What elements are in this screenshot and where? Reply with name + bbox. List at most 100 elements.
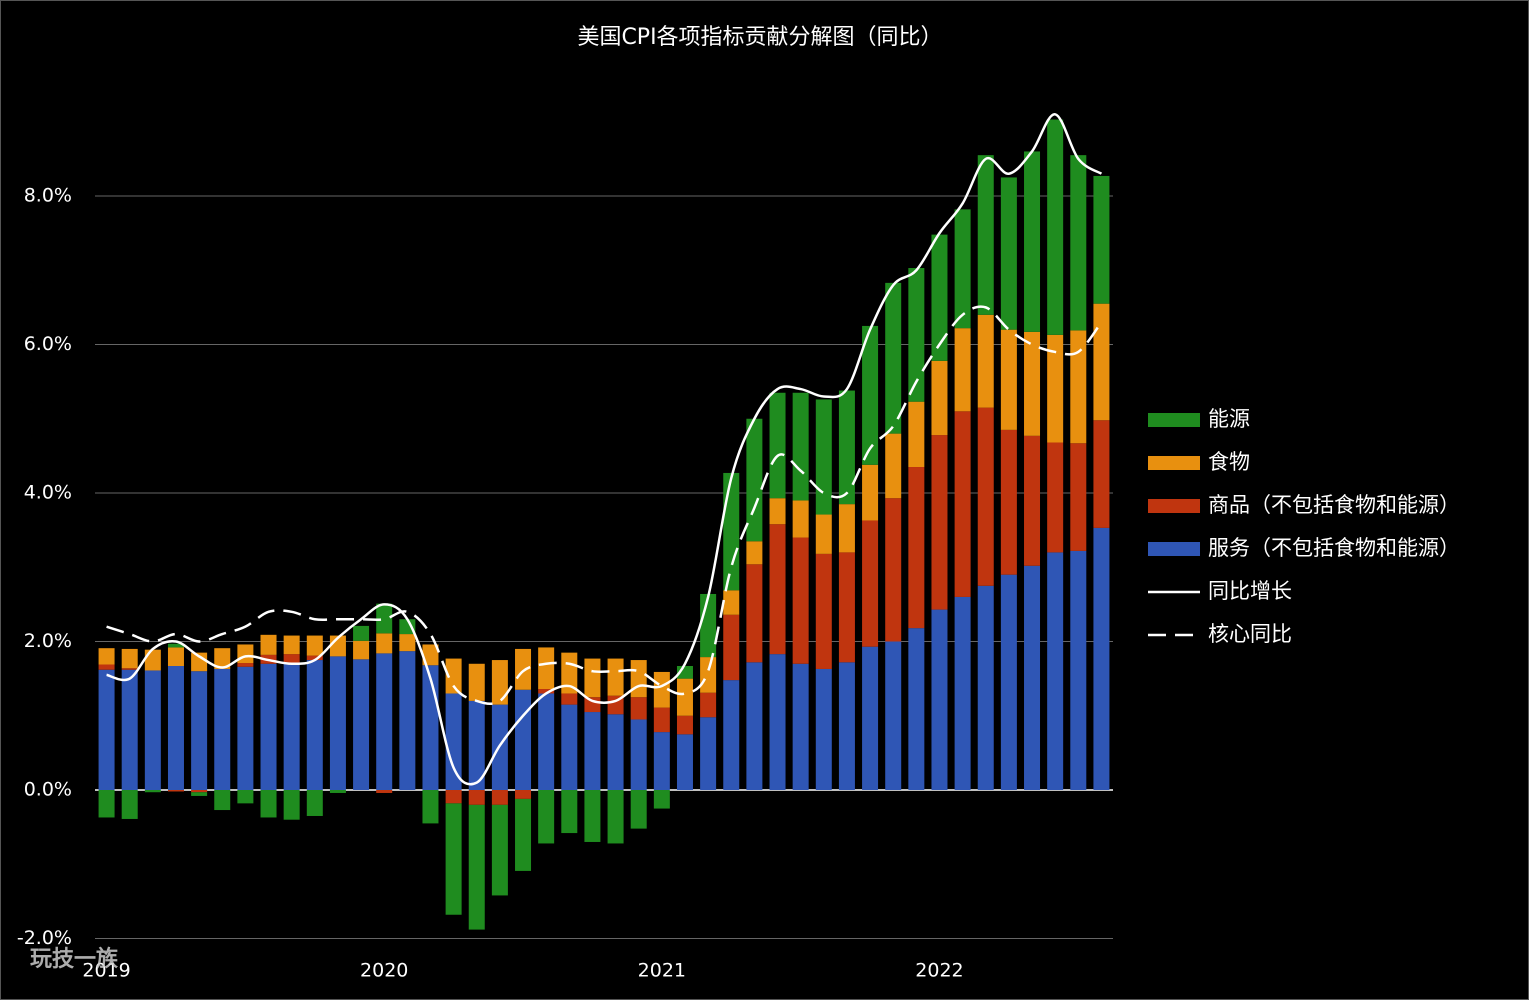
bar	[121, 648, 138, 669]
y-tick-label: 8.0%	[24, 185, 72, 207]
bar	[167, 790, 184, 792]
bar	[1070, 550, 1087, 790]
x-tick-label: 2022	[915, 960, 963, 982]
bar	[838, 662, 855, 790]
bar	[214, 668, 231, 790]
bar	[1047, 119, 1064, 335]
bar	[954, 411, 971, 597]
bar	[700, 657, 717, 693]
bar	[237, 790, 254, 804]
bar	[1070, 155, 1087, 331]
bar	[422, 790, 439, 824]
bar	[1093, 420, 1110, 528]
bar	[607, 658, 624, 696]
bar	[515, 648, 532, 690]
bar	[676, 715, 693, 735]
bar	[260, 663, 277, 790]
bar	[538, 693, 555, 790]
bar	[931, 609, 948, 790]
bar	[121, 669, 138, 790]
bar	[630, 660, 647, 698]
bar	[98, 669, 115, 790]
bar	[746, 418, 763, 542]
bar	[838, 504, 855, 553]
bar	[908, 268, 925, 402]
bar	[1047, 334, 1064, 443]
bar	[815, 553, 832, 669]
bar	[353, 625, 370, 641]
bar	[1000, 329, 1017, 430]
bar	[561, 652, 578, 694]
y-tick-label: 6.0%	[24, 333, 72, 355]
bar	[214, 648, 231, 669]
bar	[445, 693, 462, 790]
bar	[977, 585, 994, 790]
bar	[630, 719, 647, 790]
bar	[908, 467, 925, 629]
bar	[237, 663, 254, 667]
bar	[607, 790, 624, 844]
bar	[422, 665, 439, 790]
bar	[144, 649, 161, 671]
bar	[653, 671, 670, 708]
bar	[515, 790, 532, 799]
bar	[815, 399, 832, 515]
bar	[723, 680, 740, 790]
bar	[237, 644, 254, 664]
bar	[144, 790, 161, 793]
bar	[121, 668, 138, 670]
bar	[306, 660, 323, 790]
bar	[653, 732, 670, 790]
bar	[167, 647, 184, 667]
bar	[491, 790, 508, 805]
y-tick-label: -2.0%	[17, 927, 72, 949]
bar	[283, 663, 300, 790]
bar	[329, 656, 346, 790]
bar	[191, 790, 208, 793]
bar	[653, 707, 670, 733]
bar	[584, 658, 601, 698]
bar	[306, 790, 323, 816]
bar	[283, 790, 300, 820]
legend-label: 商品（不包括食物和能源）	[1208, 493, 1460, 517]
bar	[931, 435, 948, 610]
bar	[1047, 552, 1064, 790]
bar	[468, 663, 485, 701]
bar	[376, 633, 393, 654]
bar	[260, 790, 277, 818]
line	[106, 113, 1103, 786]
legend-label: 核心同比	[1208, 622, 1292, 646]
bar	[700, 692, 717, 718]
bar	[538, 790, 555, 844]
bar	[399, 634, 416, 652]
bar	[468, 700, 485, 790]
bar	[1093, 303, 1110, 421]
bar	[445, 790, 462, 804]
bar	[815, 514, 832, 554]
bar	[885, 498, 902, 642]
bar	[653, 790, 670, 809]
bar	[723, 614, 740, 681]
bar	[1070, 330, 1087, 444]
bar	[191, 652, 208, 672]
bar	[700, 717, 717, 790]
bar	[422, 644, 439, 666]
bar	[769, 524, 786, 655]
bar	[1047, 442, 1064, 553]
bar	[329, 790, 346, 793]
bar	[538, 647, 555, 690]
bar	[98, 648, 115, 665]
bar	[584, 697, 601, 713]
bar	[862, 325, 879, 465]
bar	[723, 590, 740, 615]
bar	[491, 804, 508, 896]
legend-swatch	[1148, 413, 1200, 427]
bar	[862, 646, 879, 790]
bar	[815, 668, 832, 790]
bar	[838, 552, 855, 663]
bar	[885, 282, 902, 434]
bar	[954, 209, 971, 329]
bar	[977, 314, 994, 408]
